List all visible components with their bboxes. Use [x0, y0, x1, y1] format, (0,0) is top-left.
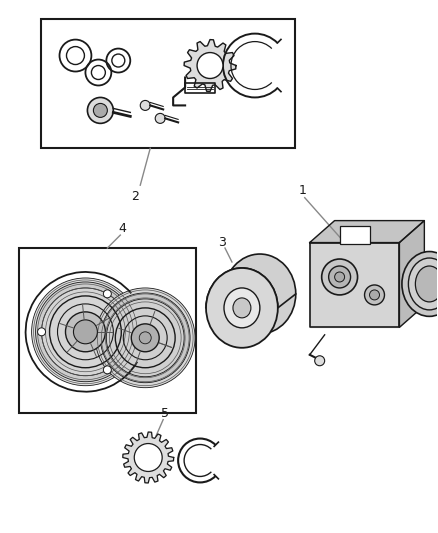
Polygon shape	[399, 221, 424, 327]
Bar	[19, 248, 196, 413]
Ellipse shape	[224, 254, 296, 334]
Circle shape	[139, 332, 151, 344]
Text: 4: 4	[118, 222, 126, 235]
Circle shape	[42, 288, 129, 376]
Circle shape	[328, 266, 350, 288]
Polygon shape	[123, 432, 173, 483]
Ellipse shape	[206, 268, 278, 348]
Circle shape	[32, 278, 139, 386]
Polygon shape	[184, 39, 236, 92]
Circle shape	[314, 356, 325, 366]
Circle shape	[131, 324, 159, 352]
Circle shape	[155, 114, 165, 123]
Circle shape	[95, 288, 195, 387]
Circle shape	[103, 366, 111, 374]
Polygon shape	[310, 221, 424, 243]
Circle shape	[35, 282, 135, 382]
Text: 5: 5	[161, 407, 169, 420]
Bar	[41, 19, 295, 148]
Circle shape	[364, 285, 385, 305]
Text: 2: 2	[131, 190, 139, 203]
Circle shape	[38, 328, 46, 336]
Text: 3: 3	[218, 236, 226, 248]
Circle shape	[197, 53, 223, 78]
Circle shape	[66, 312, 106, 352]
Ellipse shape	[224, 288, 260, 328]
Circle shape	[140, 100, 150, 110]
Text: 1: 1	[299, 184, 307, 197]
Circle shape	[93, 103, 107, 117]
Circle shape	[335, 272, 345, 282]
Ellipse shape	[233, 298, 251, 318]
Circle shape	[100, 293, 190, 383]
Circle shape	[103, 290, 111, 298]
Ellipse shape	[402, 252, 438, 317]
Circle shape	[370, 290, 379, 300]
Circle shape	[321, 259, 357, 295]
Circle shape	[134, 443, 162, 472]
Bar	[339, 225, 370, 244]
Polygon shape	[310, 243, 399, 327]
Ellipse shape	[415, 266, 438, 302]
Circle shape	[74, 320, 97, 344]
Ellipse shape	[408, 258, 438, 310]
Circle shape	[88, 98, 113, 123]
Circle shape	[106, 299, 184, 377]
